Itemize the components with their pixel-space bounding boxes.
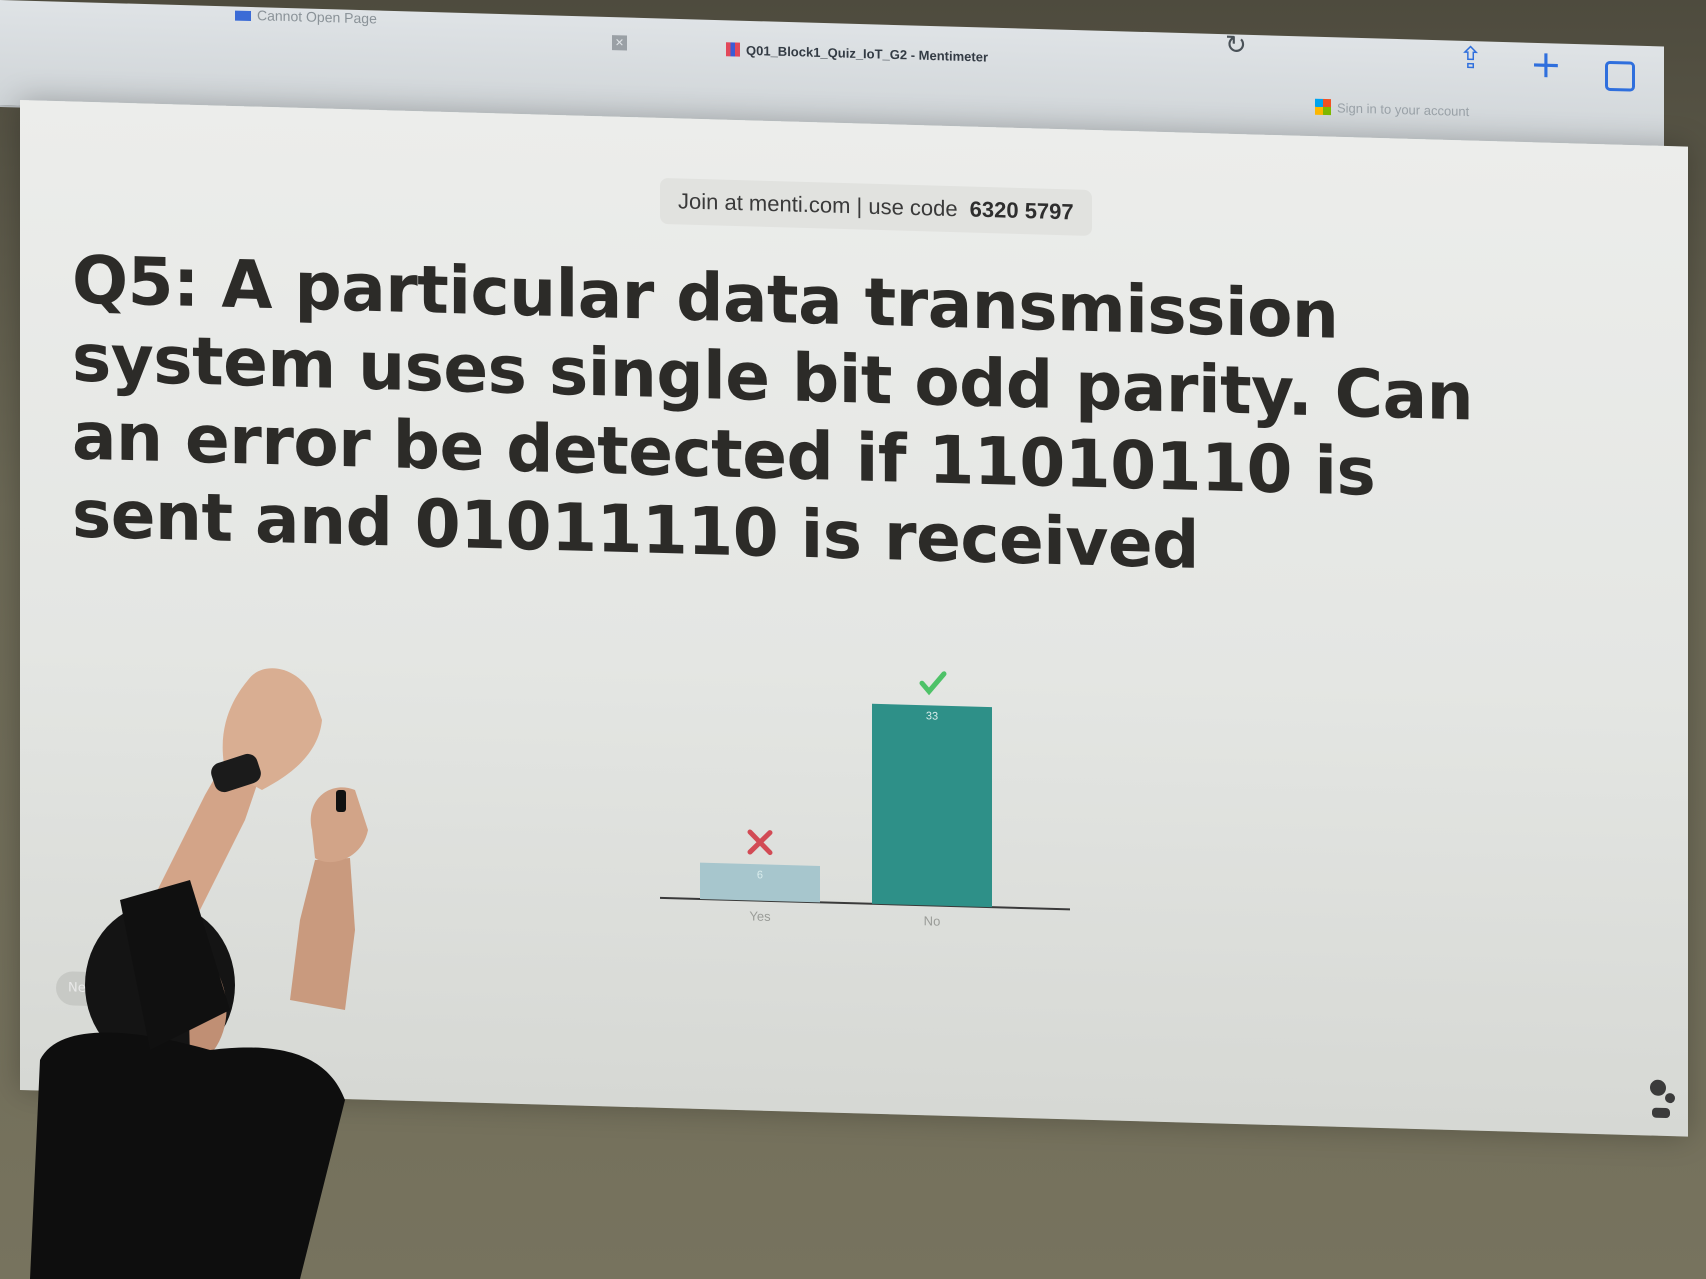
reload-icon[interactable]: ↻ (1225, 30, 1247, 61)
tab-label: Cannot Open Page (257, 7, 377, 27)
results-chart: 6 Yes 33 No (660, 628, 1120, 961)
new-tab-plus-icon[interactable]: + (1530, 41, 1562, 87)
signin-link[interactable]: Sign in to your account (1315, 98, 1470, 120)
correct-check-icon (919, 671, 947, 696)
tab-mentimeter[interactable]: Q01_Block1_Quiz_IoT_G2 - Mentimeter (726, 42, 989, 65)
chart-bar-yes (700, 862, 820, 903)
site-icon (235, 10, 251, 22)
tab-label: Q01_Block1_Quiz_IoT_G2 - Mentimeter (746, 42, 989, 65)
tabs-overview-icon[interactable] (1605, 60, 1635, 92)
join-code: 6320 5797 (969, 196, 1074, 225)
presentation-slide: Join at menti.com | use code 6320 5797 Q5… (20, 100, 1688, 1137)
next-button[interactable]: Nex (56, 971, 138, 1008)
tab-cannot-open[interactable]: Cannot Open Page (235, 7, 377, 27)
join-text: Join at menti.com | use code (678, 188, 958, 222)
chart-category-label: Yes (749, 908, 771, 924)
share-icon[interactable]: ⇪ (1458, 40, 1484, 77)
chart-value-label: 6 (757, 869, 763, 881)
signin-label: Sign in to your account (1337, 100, 1470, 120)
close-tab-icon[interactable]: ✕ (612, 35, 627, 51)
chart-value-label: 33 (926, 710, 938, 722)
chart-category-label: No (924, 913, 941, 928)
chart-bar-no (872, 703, 992, 908)
microsoft-icon (1315, 98, 1331, 116)
reactions-icon[interactable] (1648, 1075, 1678, 1126)
join-banner: Join at menti.com | use code 6320 5797 (660, 177, 1092, 236)
mentimeter-icon (726, 42, 740, 57)
results-chart-svg: 6 Yes 33 No (660, 671, 1070, 929)
wrong-cross-icon (747, 829, 773, 856)
question-text: Q5: A particular data transmission syste… (72, 241, 1474, 584)
